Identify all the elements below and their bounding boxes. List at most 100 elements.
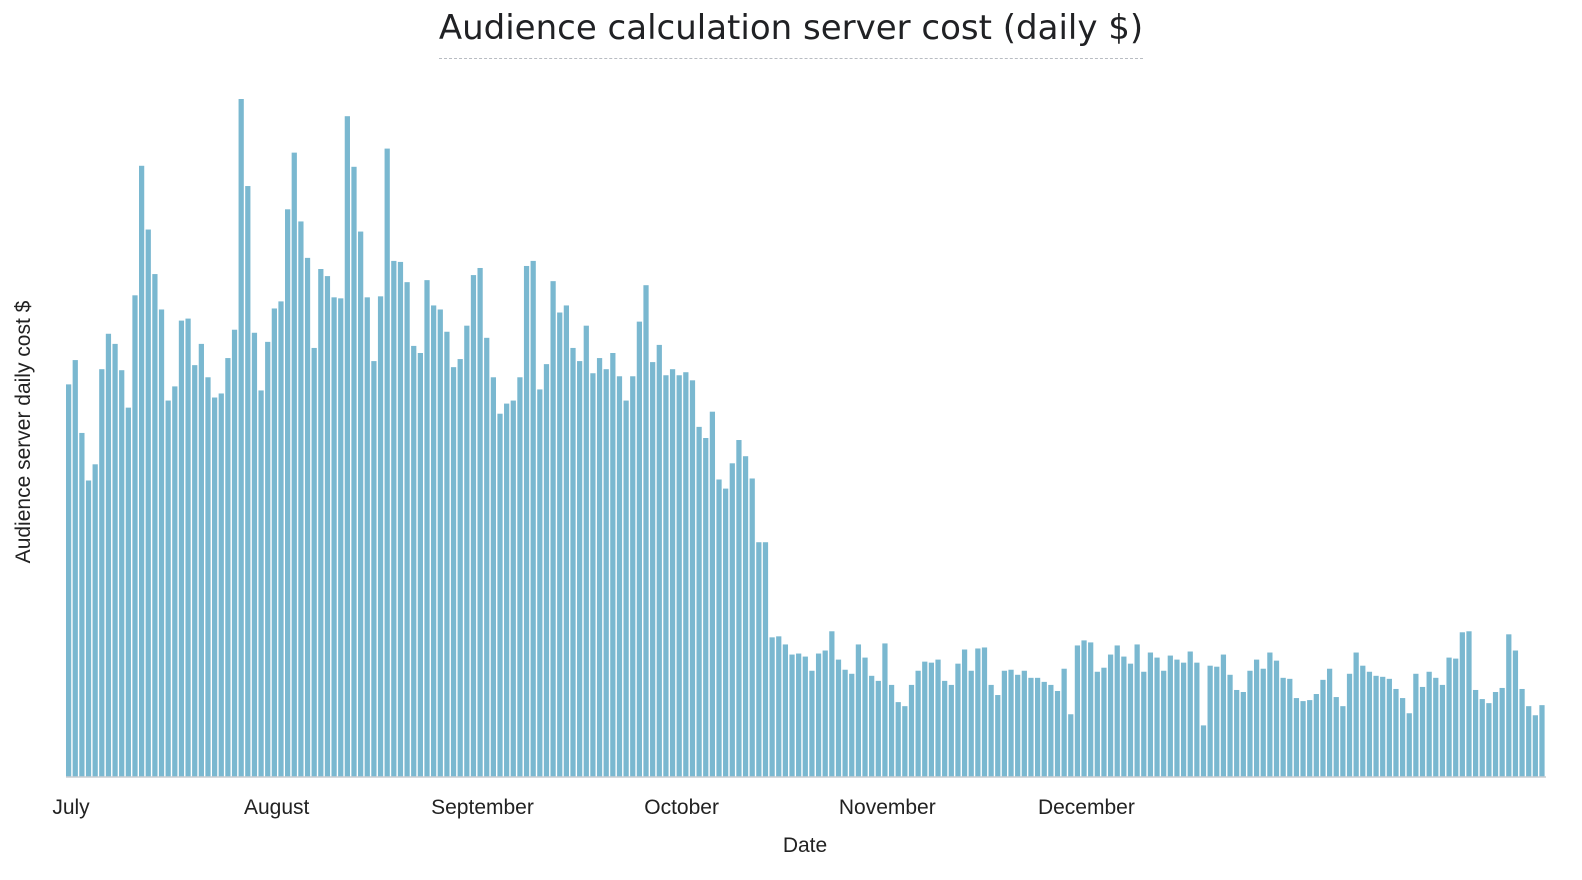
- bar: [696, 426, 702, 777]
- bar: [85, 480, 92, 777]
- bar: [1479, 699, 1485, 777]
- bar: [537, 389, 543, 777]
- bar: [849, 673, 855, 777]
- bar: [995, 695, 1001, 777]
- bar: [523, 265, 530, 777]
- bar: [112, 343, 118, 777]
- bar: [769, 637, 775, 777]
- bar: [1313, 694, 1319, 777]
- bar: [1406, 713, 1412, 777]
- bar: [125, 407, 131, 777]
- bar: [1174, 659, 1180, 777]
- bar: [723, 488, 729, 777]
- bar: [809, 670, 815, 777]
- bar: [563, 305, 569, 777]
- bar: [776, 636, 782, 777]
- bar: [1512, 650, 1519, 777]
- bar: [371, 361, 377, 777]
- bar: [623, 400, 629, 777]
- bar: [1008, 669, 1014, 777]
- bar: [1473, 689, 1479, 777]
- bar: [922, 661, 928, 777]
- bar: [955, 663, 961, 777]
- bar: [988, 684, 994, 777]
- bars-group: [66, 99, 1545, 778]
- bar: [258, 390, 264, 777]
- bar: [935, 659, 941, 777]
- bar: [1081, 640, 1087, 777]
- bar: [862, 657, 868, 777]
- bar: [1280, 677, 1286, 777]
- bar: [1180, 662, 1187, 777]
- bar: [470, 275, 477, 777]
- bar: [603, 369, 609, 777]
- bar: [835, 659, 842, 777]
- bar: [689, 380, 696, 777]
- bar: [676, 375, 682, 777]
- bar: [1194, 662, 1200, 777]
- bar: [729, 463, 735, 777]
- bar: [331, 297, 337, 777]
- bar: [285, 209, 291, 778]
- bar: [1526, 706, 1532, 777]
- bar: [497, 413, 503, 777]
- bar: [975, 648, 981, 777]
- bar: [384, 148, 390, 778]
- bar: [683, 372, 689, 777]
- bar: [1300, 701, 1306, 777]
- bar: [484, 337, 490, 777]
- bar: [1273, 660, 1280, 777]
- bar: [636, 321, 642, 777]
- bar: [669, 369, 676, 777]
- bar: [530, 260, 536, 777]
- bar: [1433, 677, 1439, 777]
- bar: [1340, 706, 1346, 777]
- bar: [172, 386, 178, 777]
- bar: [1446, 657, 1452, 777]
- bar: [397, 261, 404, 777]
- bar: [1426, 671, 1432, 777]
- bar: [1267, 652, 1273, 777]
- bar: [278, 301, 284, 777]
- bar: [291, 152, 297, 777]
- bar: [577, 361, 583, 777]
- bar: [1459, 632, 1465, 777]
- bar: [1154, 657, 1160, 777]
- bar: [1001, 670, 1008, 777]
- bar: [1167, 655, 1173, 777]
- bar: [875, 680, 881, 777]
- x-tick-label: November: [839, 796, 936, 819]
- bar: [1121, 656, 1127, 777]
- bar: [185, 318, 191, 777]
- bar: [762, 542, 769, 777]
- bar: [1220, 654, 1227, 777]
- bar: [968, 670, 974, 777]
- bar: [822, 650, 828, 777]
- bar: [145, 229, 151, 778]
- bar: [1187, 651, 1193, 777]
- bar: [344, 116, 350, 777]
- bar: [477, 267, 483, 777]
- bar: [1015, 674, 1021, 777]
- bar: [1393, 688, 1399, 777]
- bar: [1413, 673, 1419, 777]
- bar: [1353, 652, 1359, 777]
- bar: [119, 370, 125, 777]
- x-tick-label: August: [244, 796, 310, 819]
- bar: [1386, 678, 1392, 777]
- bar: [1074, 645, 1081, 777]
- bar: [796, 653, 802, 777]
- bar: [198, 343, 204, 777]
- bar: [1466, 631, 1472, 777]
- bar: [245, 186, 251, 777]
- bar: [1380, 676, 1386, 777]
- bar: [650, 362, 656, 777]
- bar: [1028, 677, 1034, 777]
- bar: [218, 393, 224, 777]
- bar: [1114, 645, 1120, 777]
- bar: [517, 377, 523, 777]
- bar: [72, 360, 78, 777]
- bar: [1287, 678, 1293, 777]
- bar: [888, 684, 895, 777]
